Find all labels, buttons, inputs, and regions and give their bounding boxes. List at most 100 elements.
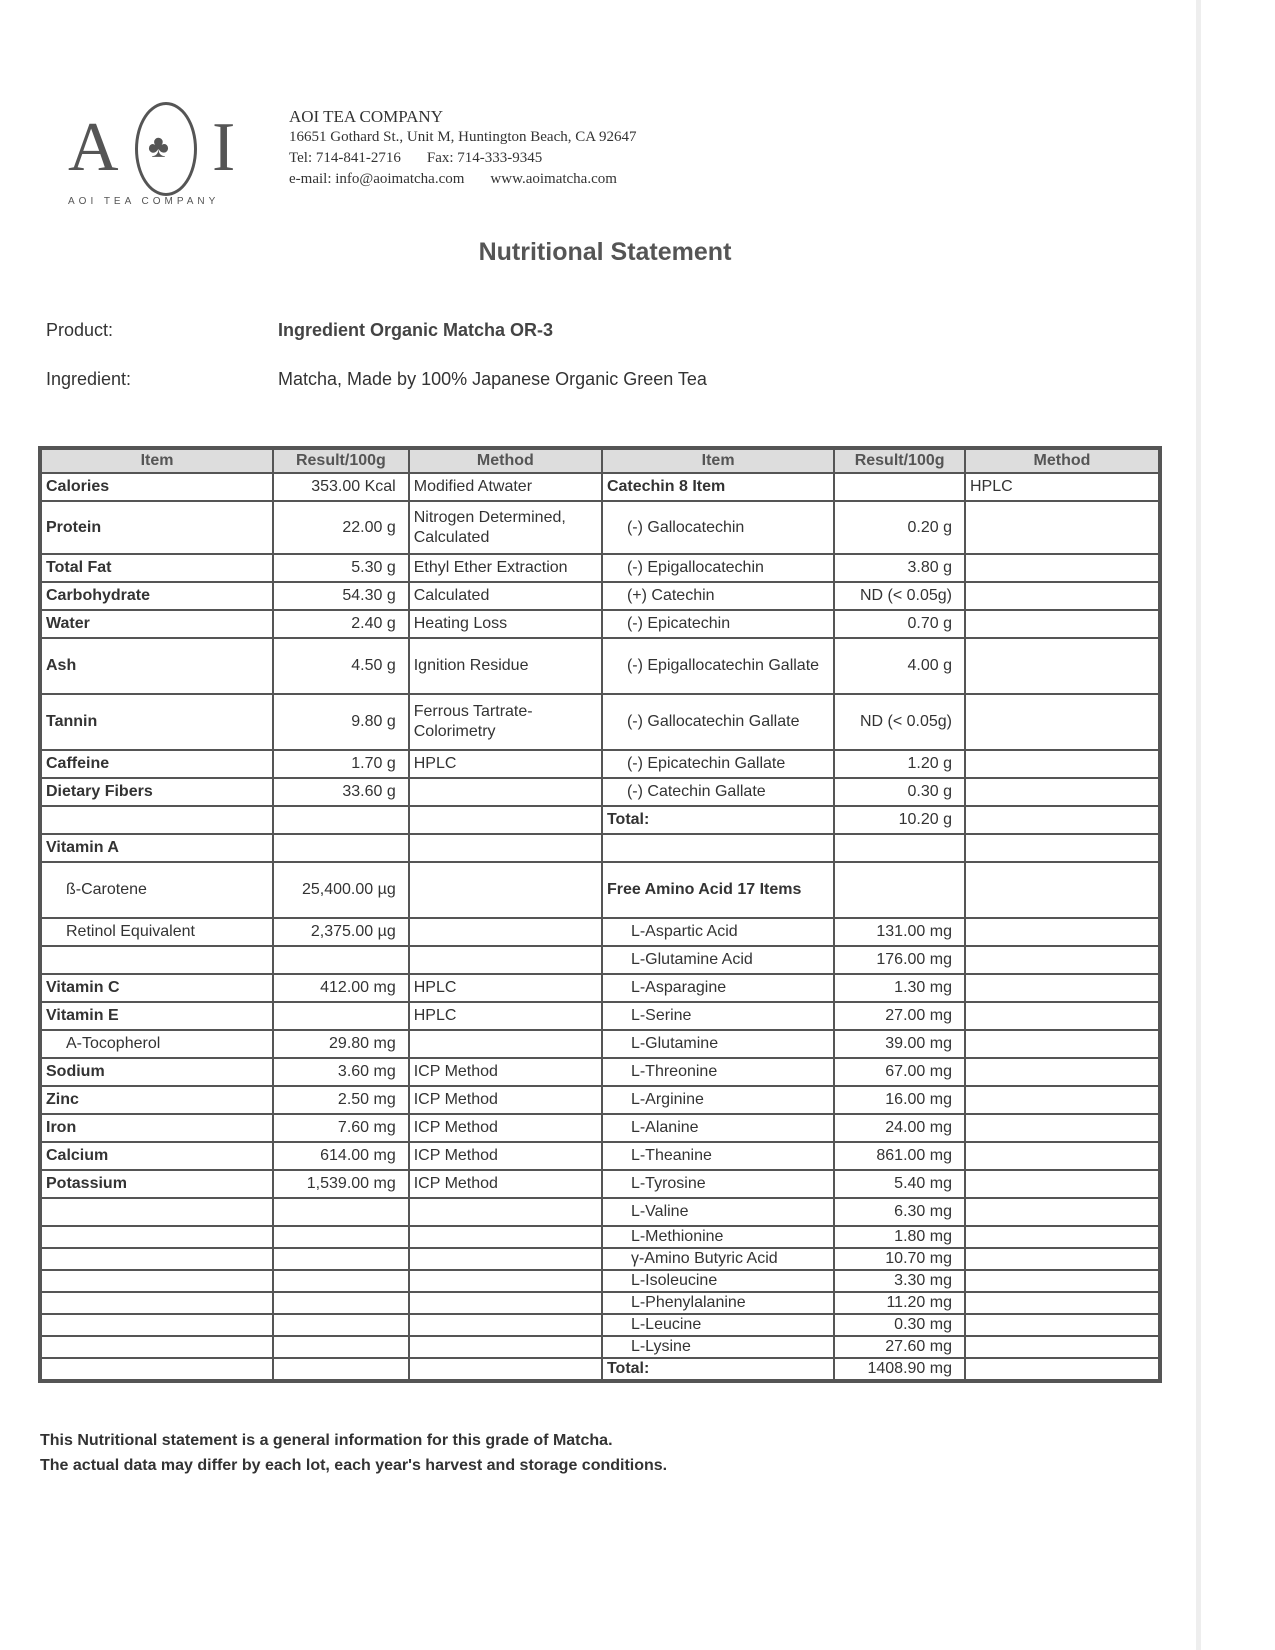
right-result-cell: 5.40 mg [833,1169,966,1199]
left-method-cell: ICP Method [407,1113,603,1143]
left-method-cell: ICP Method [407,1141,603,1171]
right-result-cell: 67.00 mg [833,1057,966,1087]
left-result-cell: 7.60 mg [272,1113,410,1143]
logo-letter-a: A [68,109,119,186]
left-method-cell [407,1313,603,1337]
left-item-cell [38,1335,275,1359]
right-result-cell: 0.20 g [833,500,966,555]
right-result-cell: 11.20 mg [833,1291,966,1315]
right-method-cell [963,1085,1162,1115]
left-method-cell [407,861,603,919]
table-row: L-Valine 6.30 mg [38,1197,1162,1227]
left-item-cell [38,1197,275,1227]
left-method-cell [407,805,603,835]
left-item-cell: A-Tocopherol [38,1029,275,1059]
left-method-cell: Heating Loss [407,609,603,639]
right-method-cell [963,945,1162,975]
left-result-cell: 614.00 mg [272,1141,410,1171]
left-result-cell: 2.50 mg [272,1085,410,1115]
table-row: Total Fat 5.30 g Ethyl Ether Extraction (-)… [38,553,1162,583]
right-result-cell: ND (< 0.05g) [833,693,966,751]
left-method-cell [407,1269,603,1293]
table-row: Ash 4.50 g Ignition Residue (-) Epigallocat… [38,637,1162,695]
page-title: Nutritional Statement [478,238,732,266]
right-item-cell: L-Methionine [600,1225,836,1249]
left-item-cell: Ash [38,637,275,695]
right-item-cell: Total: [600,1357,836,1382]
right-item-cell: (-) Gallocatechin [600,500,836,555]
table-row: Protein 22.00 g Nitrogen Determined, Calcu… [38,500,1162,555]
left-method-cell [407,1225,603,1249]
right-method-cell [963,1291,1162,1315]
column-header: Result/100g [272,447,410,474]
right-item-cell: L-Serine [600,1001,836,1031]
table-row: Retinol Equivalent 2,375.00 µg L-Aspartic … [38,917,1162,947]
left-item-cell: Calories [38,472,275,502]
left-item-cell [38,1269,275,1293]
left-item-cell: Dietary Fibers [38,777,275,807]
left-method-cell [407,1357,603,1382]
right-result-cell: 4.00 g [833,637,966,695]
company-website: www.aoimatcha.com [490,171,617,187]
right-result-cell: 27.60 mg [833,1335,966,1359]
left-method-cell: Ethyl Ether Extraction [407,553,603,583]
table-row: L-Phenylalanine 11.20 mg [38,1291,1162,1315]
left-method-cell: HPLC [407,1001,603,1031]
footer-line: This Nutritional statement is a general … [40,1432,613,1449]
left-item-cell: Calcium [38,1141,275,1171]
right-item-cell [600,833,836,863]
left-result-cell: 5.30 g [272,553,410,583]
table-row: Calories 353.00 Kcal Modified Atwater Catec… [38,472,1162,502]
right-result-cell: 0.30 g [833,777,966,807]
right-method-cell [963,833,1162,863]
left-result-cell: 25,400.00 µg [272,861,410,919]
left-result-cell: 3.60 mg [272,1057,410,1087]
left-result-cell: 1.70 g [272,749,410,779]
table-row: Vitamin E HPLC L-Serine 27.00 mg [38,1001,1162,1031]
right-method-cell [963,553,1162,583]
right-method-cell [963,777,1162,807]
table-row: Dietary Fibers 33.60 g (-) Catechin Gallat… [38,777,1162,807]
left-result-cell [272,1357,410,1382]
right-method-cell [963,1113,1162,1143]
table-row: Vitamin C 412.00 mg HPLC L-Asparagine 1.30 m… [38,973,1162,1003]
left-result-cell [272,833,410,863]
left-item-cell: Zinc [38,1085,275,1115]
left-item-cell [38,1313,275,1337]
right-method-cell [963,1357,1162,1382]
company-address: 16651 Gothard St., Unit M, Huntington Be… [289,129,637,145]
right-result-cell: 176.00 mg [833,945,966,975]
left-result-cell [272,1291,410,1315]
right-method-cell [963,1169,1162,1199]
right-result-cell: 16.00 mg [833,1085,966,1115]
left-method-cell: Ignition Residue [407,637,603,695]
table-row: L-Leucine 0.30 mg [38,1313,1162,1337]
right-item-cell: Free Amino Acid 17 Items [600,861,836,919]
column-header: Item [600,447,836,474]
right-item-cell: L-Lysine [600,1335,836,1359]
left-item-cell: Potassium [38,1169,275,1199]
company-fax: Fax: 714-333-9345 [426,150,543,166]
left-result-cell [272,1001,410,1031]
right-result-cell: 0.70 g [833,609,966,639]
right-result-cell: 1.80 mg [833,1225,966,1249]
right-item-cell: L-Valine [600,1197,836,1227]
table-row: Total: 1408.90 mg [38,1357,1162,1382]
table-row: Sodium 3.60 mg ICP Method L-Threonine 67.00 … [38,1057,1162,1087]
right-item-cell: L-Alanine [600,1113,836,1143]
footer-line: The actual data may differ by each lot, … [40,1457,668,1474]
right-method-cell [963,609,1162,639]
right-method-cell [963,693,1162,751]
right-method-cell [963,1001,1162,1031]
right-item-cell: L-Phenylalanine [600,1291,836,1315]
right-method-cell [963,917,1162,947]
table-row: L-Glutamine Acid 176.00 mg [38,945,1162,975]
table-row: L-Lysine 27.60 mg [38,1335,1162,1359]
left-result-cell: 9.80 g [272,693,410,751]
right-result-cell: 10.20 g [833,805,966,835]
table-row: Iron 7.60 mg ICP Method L-Alanine 24.00 mg [38,1113,1162,1143]
right-result-cell: 3.80 g [833,553,966,583]
table-row: A-Tocopherol 29.80 mg L-Glutamine 39.00 mg [38,1029,1162,1059]
table-row: γ-Amino Butyric Acid 10.70 mg [38,1247,1162,1271]
page-edge [1196,0,1201,1650]
